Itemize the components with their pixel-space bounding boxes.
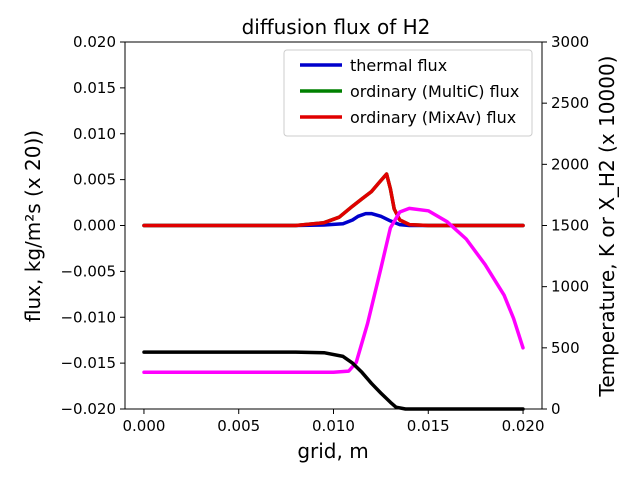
y-tick-label: 0.000 [73, 217, 116, 235]
legend-entry: ordinary (MixAv) flux [350, 108, 516, 127]
x-tick-label: 0.015 [407, 417, 450, 435]
y-axis-right-label: Temperature, K or X_H2 (x 10000) [595, 56, 619, 398]
y2-tick-label: 1500 [551, 217, 589, 235]
y2-tick-label: 3000 [551, 33, 589, 51]
x-tick-label: 0.000 [122, 417, 165, 435]
y-axis-left-ticks: −0.020 −0.015 −0.010 −0.005 0.000 0.005 0.010 0… [60, 33, 125, 418]
x-axis-label: grid, m [297, 439, 368, 463]
x-tick-label: 0.005 [217, 417, 260, 435]
y-tick-label: 0.015 [73, 79, 116, 97]
y-tick-label: −0.010 [60, 308, 116, 326]
legend-box [283, 49, 533, 137]
y2-tick-label: 2500 [551, 94, 589, 112]
x-tick-label: 0.020 [502, 417, 545, 435]
y-tick-label: −0.005 [60, 262, 116, 280]
x-axis-ticks: 0.000 0.005 0.010 0.015 0.020 [122, 409, 545, 435]
series-line-2 [142, 172, 525, 228]
y2-tick-label: 1000 [551, 278, 589, 296]
series-line-3 [142, 206, 525, 375]
y-tick-label: −0.015 [60, 354, 116, 372]
y-tick-label: −0.020 [60, 400, 116, 418]
y-tick-label: 0.010 [73, 125, 116, 143]
y2-tick-label: 2000 [551, 155, 589, 173]
y-tick-label: 0.020 [73, 33, 116, 51]
legend: thermal flux ordinary (MultiC) flux ordina… [283, 49, 533, 137]
x-tick-label: 0.010 [312, 417, 355, 435]
y-tick-label: 0.005 [73, 171, 116, 189]
chart-title: diffusion flux of H2 [242, 15, 431, 39]
y2-tick-label: 0 [551, 400, 561, 418]
y-axis-left-label: flux, kg/m²s (x 20)) [21, 130, 45, 322]
y-axis-right-ticks: 0 500 1000 1500 2000 2500 3000 [542, 33, 589, 418]
plot-lines [142, 172, 525, 411]
legend-entry: ordinary (MultiC) flux [350, 82, 519, 101]
y2-tick-label: 500 [551, 339, 580, 357]
series-line-4 [142, 350, 525, 411]
legend-entry: thermal flux [350, 56, 447, 75]
